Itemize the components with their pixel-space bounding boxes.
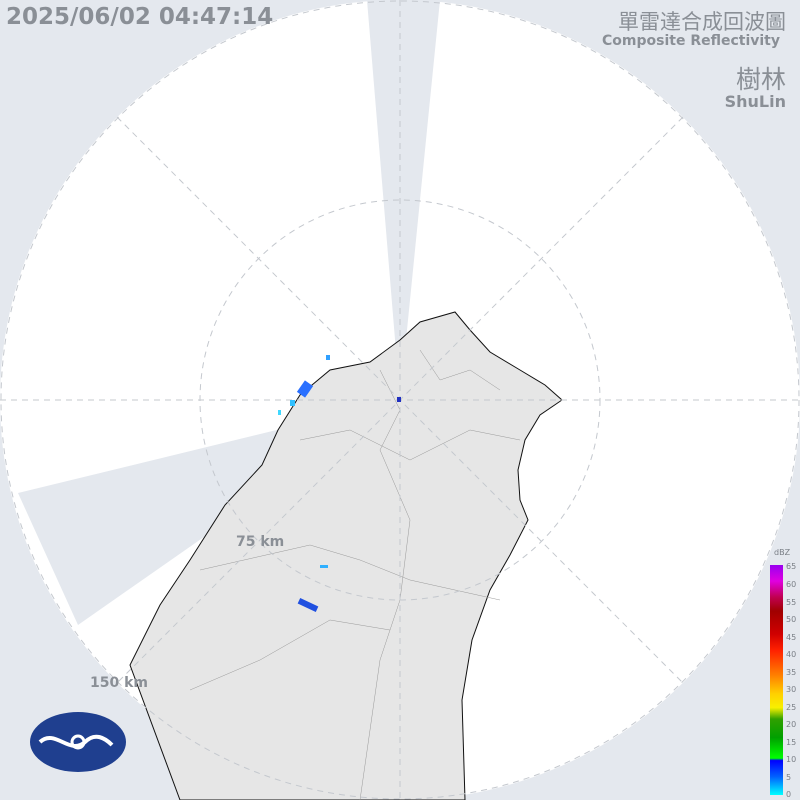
cwa-logo: [30, 712, 126, 772]
legend-tick: 45: [786, 633, 797, 642]
legend-tick: 0: [786, 790, 792, 799]
range-label-150: 150 km: [90, 675, 148, 691]
legend-tick: 60: [786, 580, 797, 589]
legend-tick: 65: [786, 562, 797, 571]
beam-blockage-north: [367, 0, 440, 400]
title-chinese: 單雷達合成回波圖: [618, 10, 786, 34]
range-label-75: 75 km: [236, 534, 285, 550]
legend-tick: 55: [786, 598, 797, 607]
legend-tick: 50: [786, 615, 797, 624]
dbz-legend: dBZ 65 60 55 50 45 40 35 30 25 20 15 10 …: [768, 548, 800, 800]
legend-tick: 10: [786, 755, 797, 764]
legend-unit: dBZ: [774, 548, 791, 557]
site-name-chinese: 樹林: [735, 65, 786, 94]
site-name-english: ShuLin: [724, 92, 786, 111]
legend-tick: 15: [786, 738, 797, 747]
legend-tick: 30: [786, 685, 797, 694]
legend-tick: 35: [786, 668, 797, 677]
radar-echoes: [278, 355, 401, 612]
timestamp: 2025/06/02 04:47:14: [6, 4, 274, 30]
color-scale-bar: [770, 565, 783, 795]
legend-tick: 40: [786, 650, 797, 659]
legend-tick: 25: [786, 703, 797, 712]
title-english: Composite Reflectivity: [602, 33, 780, 49]
legend-tick: 5: [786, 773, 792, 782]
legend-tick: 20: [786, 720, 797, 729]
